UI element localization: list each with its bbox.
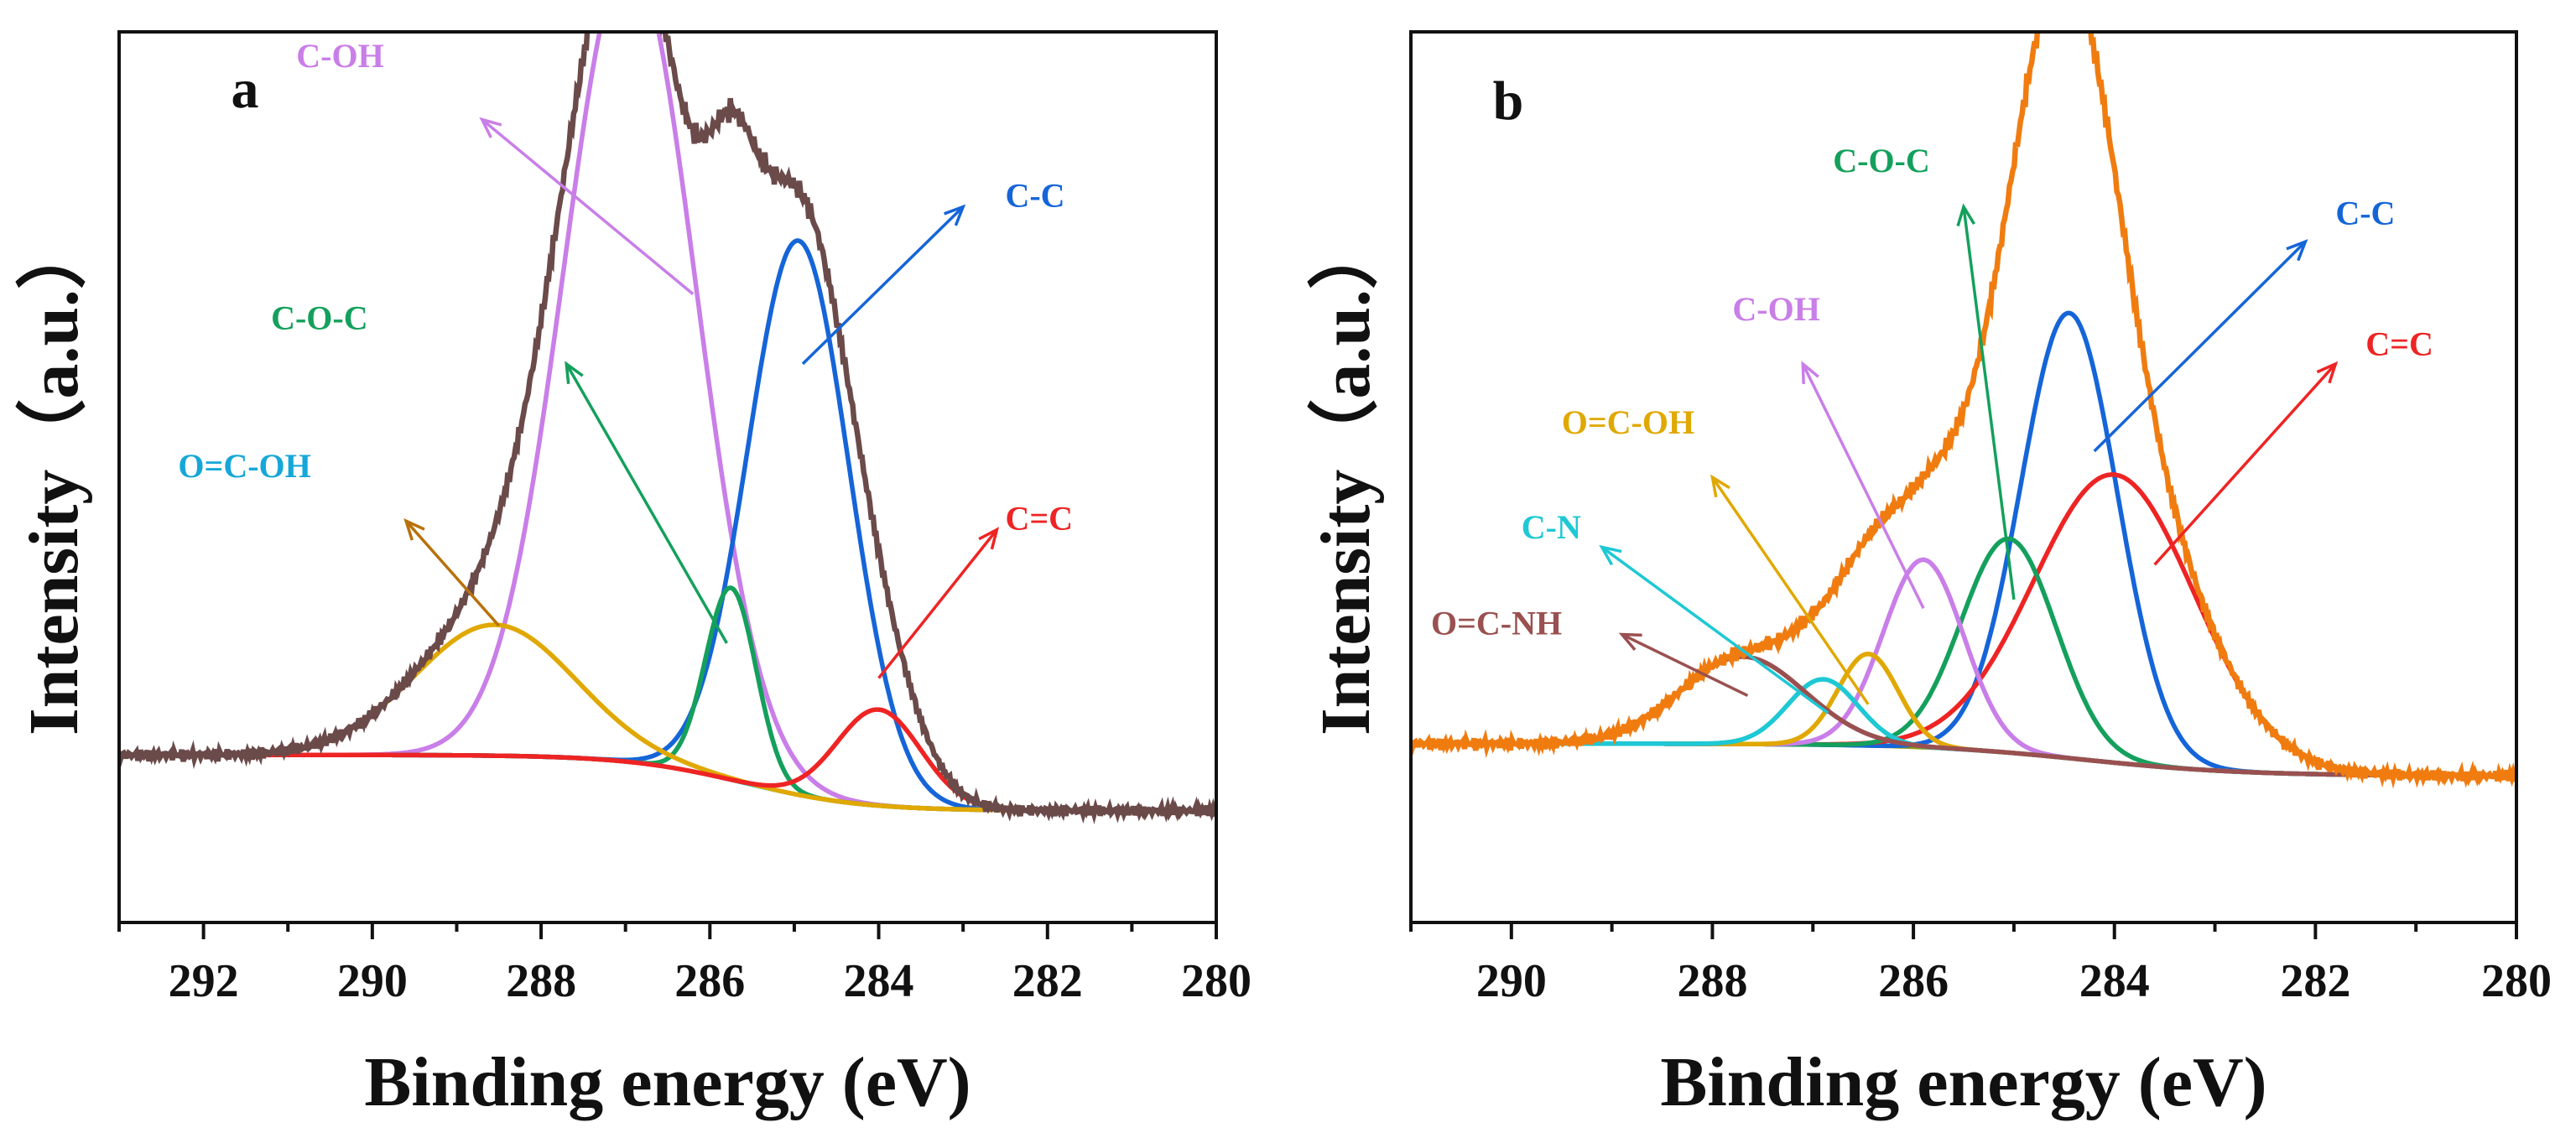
annotation-label: O=C-NH bbox=[1431, 605, 1562, 642]
panel-b-annotation-c-o-c: C-O-C bbox=[1833, 142, 2016, 600]
annotation-arrow bbox=[1801, 363, 1925, 610]
x-tick-label: 284 bbox=[2079, 955, 2150, 1007]
annotation-arrowhead bbox=[2316, 361, 2339, 384]
panel-a-annotation-o-c-oh: O=C-OH bbox=[178, 447, 501, 627]
x-tick-label: 282 bbox=[2280, 955, 2350, 1007]
annotation-arrow bbox=[1600, 546, 1829, 714]
annotation-arrowhead bbox=[978, 527, 1000, 550]
annotation-arrowhead bbox=[944, 204, 966, 226]
annotation-arrow bbox=[1962, 206, 2016, 600]
panel-b-envelope-line bbox=[1411, 32, 2516, 789]
panel-b-component-o-c-oh bbox=[1411, 652, 2516, 778]
annotation-arrowhead bbox=[479, 117, 502, 138]
panel-b: C-O-C C-C C=C C-OH O=C-OH C-N O=C-NH 290 288 286… bbox=[1307, 30, 2552, 1121]
annotation-label: C=C bbox=[1005, 500, 1073, 538]
annotation-arrowhead bbox=[1599, 544, 1622, 566]
annotation-arrowhead bbox=[1956, 203, 1975, 227]
x-tick-label: 280 bbox=[2481, 955, 2552, 1007]
panel-a-y-axis-title: Intensity（a.u.） bbox=[15, 219, 93, 735]
panel-b-annotation-o-c-nh: O=C-NH bbox=[1431, 605, 1749, 697]
annotation-arrow bbox=[1711, 476, 1870, 705]
panel-b-annotation-c-c: C-C bbox=[2093, 194, 2395, 453]
panel-b-letter: b bbox=[1493, 70, 1524, 132]
panel-b-y-axis-title: Intensity（a.u.） bbox=[1307, 219, 1385, 735]
x-tick-label: 286 bbox=[674, 955, 745, 1007]
panel-a-envelope-line bbox=[119, 32, 1216, 824]
panel-b-annotations: C-O-C C-C C=C C-OH O=C-OH C-N O=C-NH bbox=[1431, 142, 2433, 714]
panel-b-component-c-n bbox=[1411, 677, 2516, 778]
annotation-arrow bbox=[2153, 362, 2337, 566]
panel-a-annotation-c-oh: C-OH bbox=[296, 37, 695, 296]
annotation-arrowhead bbox=[565, 361, 584, 384]
panel-a-component-c-o-c bbox=[119, 585, 1216, 813]
annotation-label: C-C bbox=[2335, 194, 2395, 231]
annotation-label: C-O-C bbox=[1833, 142, 1930, 179]
annotation-arrowhead bbox=[403, 518, 425, 541]
panel-b-component-o-c-nh bbox=[1411, 654, 2516, 778]
annotation-label: O=C-OH bbox=[1562, 403, 1694, 441]
annotation-label: C-OH bbox=[1732, 290, 1819, 328]
panel-b-frame bbox=[1409, 30, 2518, 924]
panel-b-annotation-c-oh: C-OH bbox=[1732, 290, 1925, 610]
annotation-arrowhead bbox=[1710, 474, 1730, 498]
annotation-arrow bbox=[481, 118, 695, 296]
panel-a-annotation-c-c: C=C bbox=[877, 500, 1073, 679]
panel-b-annotation-c-c: C=C bbox=[2153, 325, 2433, 566]
panel-a-annotation-c-o-c: C-O-C bbox=[271, 299, 728, 644]
panel-a-x-axis-title: Binding energy (eV) bbox=[364, 1043, 971, 1121]
x-tick-label: 290 bbox=[337, 955, 408, 1007]
panel-b-annotation-o-c-oh: O=C-OH bbox=[1562, 403, 1870, 705]
annotation-label: C-OH bbox=[296, 37, 383, 75]
annotation-arrowhead bbox=[2286, 239, 2308, 262]
panel-a-curves bbox=[119, 32, 1216, 824]
annotation-arrowhead bbox=[1801, 361, 1819, 384]
annotation-arrowhead bbox=[1618, 632, 1642, 652]
panel-a-axes: 292 290 288 286 284 282 280 bbox=[117, 30, 1252, 1007]
annotation-arrow bbox=[404, 520, 501, 627]
annotation-label: C-C bbox=[1005, 177, 1064, 215]
annotation-arrow bbox=[1621, 632, 1749, 697]
x-tick-label: 292 bbox=[169, 955, 239, 1007]
panel-b-annotation-c-n: C-N bbox=[1522, 508, 1829, 714]
panel-a-component-c-oh bbox=[119, 32, 1216, 813]
x-tick-label: 286 bbox=[1878, 955, 1949, 1007]
annotation-label: O=C-OH bbox=[178, 447, 310, 485]
x-tick-label: 290 bbox=[1476, 955, 1547, 1007]
panel-a-component-o-c-oh bbox=[119, 622, 1216, 813]
panel-a-annotations: C-OH C-C C-O-C O=C-OH C=C bbox=[178, 37, 1073, 679]
panel-a-baseline-line bbox=[119, 752, 1216, 813]
x-tick-label: 288 bbox=[1677, 955, 1747, 1007]
panel-b-axes: 290 288 286 284 282 280 bbox=[1409, 30, 2552, 1007]
panel-b-curves bbox=[1411, 32, 2516, 789]
panel-a: C-OH C-C C-O-C O=C-OH C=C 292 290 288 286 284 282… bbox=[15, 30, 1252, 1121]
annotation-label: C-O-C bbox=[271, 299, 368, 336]
annotation-label: C=C bbox=[2365, 325, 2433, 363]
annotation-arrow bbox=[877, 528, 998, 679]
x-tick-label: 288 bbox=[506, 955, 576, 1007]
x-tick-label: 282 bbox=[1012, 955, 1083, 1007]
annotation-arrow bbox=[565, 363, 728, 644]
annotation-arrow bbox=[2093, 240, 2307, 453]
panel-a-annotation-c-c: C-C bbox=[801, 177, 1065, 366]
annotation-arrow bbox=[801, 205, 965, 366]
annotation-label: C-N bbox=[1522, 508, 1581, 546]
x-tick-label: 280 bbox=[1181, 955, 1252, 1007]
panel-a-letter: a bbox=[232, 59, 259, 120]
panel-a-frame bbox=[117, 30, 1218, 924]
panel-b-x-axis-title: Binding energy (eV) bbox=[1660, 1043, 2266, 1121]
x-tick-label: 284 bbox=[844, 955, 914, 1007]
